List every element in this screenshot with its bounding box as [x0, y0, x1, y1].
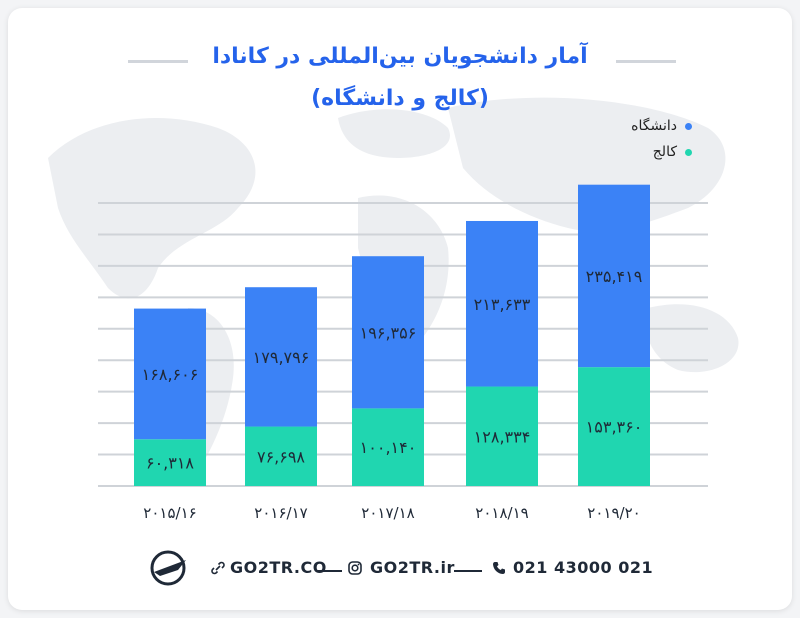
- footer-divider: [454, 570, 482, 572]
- data-label-university: ۱۷۹,۷۹۶: [253, 348, 310, 367]
- bars: [134, 184, 650, 486]
- data-label-university: ۲۳۵,۴۱۹: [586, 267, 643, 286]
- data-label-college: ۱۵۳,۳۶۰: [586, 418, 643, 437]
- chart-subtitle: (کالج و دانشگاه): [311, 86, 489, 111]
- bar-university: [466, 220, 538, 387]
- bar-college: [245, 426, 317, 486]
- value-labels: ۶۰,۳۱۸ ۱۶۸,۶۰۶ ۷۶,۶۹۸ ۱۷۹,۷۹۶ ۱۰۰,۱۴۰ ۱۹۶,۳۵۶…: [142, 267, 643, 473]
- footer-divider: [316, 570, 342, 572]
- instagram-text[interactable]: GO2TR.ir: [370, 558, 455, 577]
- legend-label-college: کالج: [652, 144, 677, 160]
- bar-college: [466, 386, 538, 486]
- data-label-college: ۷۶,۶۹۸: [257, 447, 305, 466]
- chart-title: آمار دانشجویان بین‌المللی در کانادا: [212, 44, 588, 69]
- data-label-college: ۱۰۰,۱۴۰: [360, 438, 417, 457]
- legend-item-university: دانشگاه: [631, 118, 692, 134]
- link-icon: [211, 561, 225, 575]
- data-label-university: ۱۹۶,۳۵۶: [360, 323, 417, 342]
- x-tick-label: ۲۰۱۶/۱۷: [254, 504, 307, 522]
- x-tick-label: ۲۰۱۹/۲۰: [587, 504, 640, 522]
- data-label-college: ۱۲۸,۳۳۴: [474, 427, 531, 446]
- x-tick-label: ۲۰۱۷/۱۸: [361, 504, 414, 522]
- bar-university: [134, 308, 206, 440]
- title-dash-right: [616, 60, 676, 63]
- data-label-college: ۶۰,۳۱۸: [146, 454, 194, 473]
- bar-university: [578, 184, 650, 368]
- go2tr-plane-logo: [150, 550, 186, 586]
- phone-icon: [493, 562, 505, 574]
- title-dash-left: [128, 60, 188, 63]
- legend-item-college: کالج: [653, 144, 692, 160]
- legend-swatch-university: [685, 122, 692, 130]
- data-label-university: ۲۱۳,۶۳۳: [474, 295, 531, 314]
- bar-university: [245, 287, 317, 427]
- bar-college: [134, 439, 206, 486]
- bar-college: [352, 408, 424, 486]
- data-label-university: ۱۶۸,۶۰۶: [142, 365, 199, 384]
- x-tick-labels: ۲۰۱۵/۱۶ ۲۰۱۶/۱۷ ۲۰۱۷/۱۸ ۲۰۱۸/۱۹ ۲۰۱۹/۲۰: [143, 504, 640, 522]
- bar-university: [352, 256, 424, 409]
- bar-college: [578, 367, 650, 486]
- x-tick-label: ۲۰۱۸/۱۹: [475, 504, 528, 522]
- legend-swatch-college: [685, 148, 692, 156]
- legend-label-university: دانشگاه: [631, 118, 677, 134]
- chart-card: آمار دانشجویان بین‌المللی در کانادا (کال…: [8, 8, 792, 610]
- website-text[interactable]: GO2TR.CO: [230, 558, 327, 577]
- x-tick-label: ۲۰۱۵/۱۶: [143, 504, 196, 522]
- phone-text[interactable]: 021 43000 021: [513, 558, 654, 577]
- instagram-icon: [348, 561, 362, 575]
- stacked-bar-chart: ۶۰,۳۱۸ ۱۶۸,۶۰۶ ۷۶,۶۹۸ ۱۷۹,۷۹۶ ۱۰۰,۱۴۰ ۱۹۶,۳۵۶…: [98, 184, 708, 522]
- footer: GO2TR.CO GO2TR.ir 021 43000 021: [8, 548, 792, 588]
